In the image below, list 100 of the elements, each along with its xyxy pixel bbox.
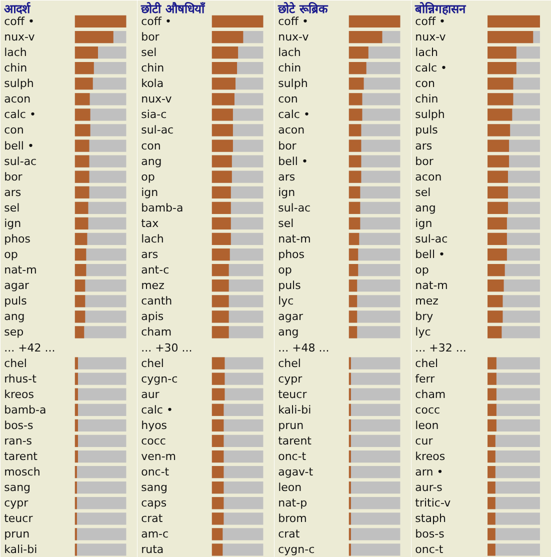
y-tick-label: ign <box>278 186 296 199</box>
y-tick-label: staph <box>415 512 446 526</box>
bar <box>488 388 496 400</box>
y-tick-label: kali-bi <box>278 403 312 416</box>
y-tick-label: tarent <box>4 450 38 464</box>
y-tick-label: lyc <box>415 326 431 339</box>
y-tick-label: phos <box>4 232 31 246</box>
y-tick-label: ... +48 ... <box>278 341 330 354</box>
y-tick-label: onc-t <box>415 543 444 556</box>
chart-title: आदर्श <box>4 2 32 16</box>
y-tick-label: ang <box>415 201 436 214</box>
y-tick-label: sulph <box>278 77 308 90</box>
y-tick-label: sel <box>4 201 20 214</box>
y-tick-label: cypr <box>4 496 29 510</box>
y-tick-label: bamb-a <box>141 201 184 214</box>
bar <box>348 232 360 246</box>
y-tick-label: aur <box>141 388 160 401</box>
bar <box>348 155 362 168</box>
bar <box>74 419 78 432</box>
y-tick-label: cocc <box>141 434 166 448</box>
bar <box>74 186 90 198</box>
bar <box>74 434 78 448</box>
y-tick-label: coff • <box>278 14 308 28</box>
bar <box>348 326 358 338</box>
bar <box>488 404 496 416</box>
bar <box>488 280 504 292</box>
y-tick-label: acon <box>278 124 305 137</box>
y-tick-label: sel <box>415 186 431 199</box>
bar <box>212 450 224 463</box>
y-tick-label: op <box>141 170 155 184</box>
bar <box>488 357 496 370</box>
bar <box>348 140 362 152</box>
bar <box>212 497 224 510</box>
y-tick-label: sul-ac <box>4 154 37 168</box>
bar <box>348 124 362 136</box>
bar <box>74 372 78 385</box>
y-tick-label: puls <box>278 279 302 292</box>
y-tick-label: brom <box>278 512 307 526</box>
y-tick-label: kali-bi <box>4 543 38 556</box>
y-tick-label: op <box>278 264 292 277</box>
y-tick-label: prun <box>278 418 304 432</box>
bar <box>212 544 223 556</box>
y-tick-label: ign <box>415 216 432 230</box>
y-tick-label: aur-s <box>415 481 443 494</box>
bar <box>74 248 86 261</box>
y-tick-label: agar <box>4 279 30 292</box>
bar <box>212 372 225 385</box>
y-tick-label: ... +30 ... <box>141 341 192 354</box>
y-tick-label: sang <box>141 481 168 494</box>
y-tick-label: lyc <box>278 294 294 308</box>
bar <box>74 93 90 106</box>
bar <box>212 419 224 432</box>
y-tick-label: nux-v <box>141 92 172 106</box>
y-tick-label: nat-m <box>415 279 448 292</box>
y-tick-label: sel <box>141 46 157 60</box>
bar <box>488 450 496 463</box>
bar <box>348 295 358 308</box>
y-tick-label: puls <box>4 294 28 308</box>
y-tick-label: calc • <box>278 108 310 122</box>
y-tick-label: mez <box>415 294 439 308</box>
y-tick-label: bell • <box>4 139 34 152</box>
y-tick-label: ars <box>4 186 22 199</box>
bar <box>74 232 88 246</box>
chart-title: छोटे रूब्रिक <box>277 2 328 16</box>
bar <box>348 186 360 198</box>
y-tick-label: lach <box>4 46 27 60</box>
y-tick-label: cham <box>141 326 172 339</box>
bar <box>348 108 362 121</box>
y-tick-label: chel <box>415 356 438 370</box>
bar <box>488 528 496 540</box>
bar <box>488 310 503 323</box>
y-tick-label: cygn-c <box>278 543 315 556</box>
y-tick-label: ars <box>278 170 296 184</box>
bar <box>212 434 224 448</box>
y-tick-label: bor <box>4 170 23 184</box>
y-tick-label: ang <box>278 326 299 339</box>
bar <box>74 450 78 463</box>
bar <box>348 170 362 183</box>
y-tick-label: bor <box>278 139 297 152</box>
bar <box>74 170 90 183</box>
y-tick-label: bry <box>415 310 434 324</box>
bar <box>74 310 86 323</box>
y-tick-label: bor <box>141 30 160 44</box>
y-tick-label: leon <box>415 418 439 432</box>
y-tick-label: onc-t <box>278 450 307 464</box>
y-tick-label: ... +32 ... <box>415 341 466 354</box>
chart-title: बोन्निगहासन <box>414 2 468 16</box>
y-tick-label: phos <box>278 248 305 262</box>
y-tick-label: ruta <box>141 543 164 556</box>
y-tick-label: tax <box>141 216 160 230</box>
y-tick-label: crat <box>278 528 300 541</box>
y-tick-label: caps <box>141 496 167 510</box>
y-tick-label: chel <box>4 356 27 370</box>
y-tick-label: acon <box>415 170 442 184</box>
y-tick-label: chel <box>141 356 164 370</box>
y-tick-label: leon <box>278 481 302 494</box>
y-tick-label: sul-ac <box>141 124 174 137</box>
y-tick-label: bell • <box>415 248 446 262</box>
bar <box>74 357 78 370</box>
y-tick-label: ven-m <box>141 450 176 464</box>
